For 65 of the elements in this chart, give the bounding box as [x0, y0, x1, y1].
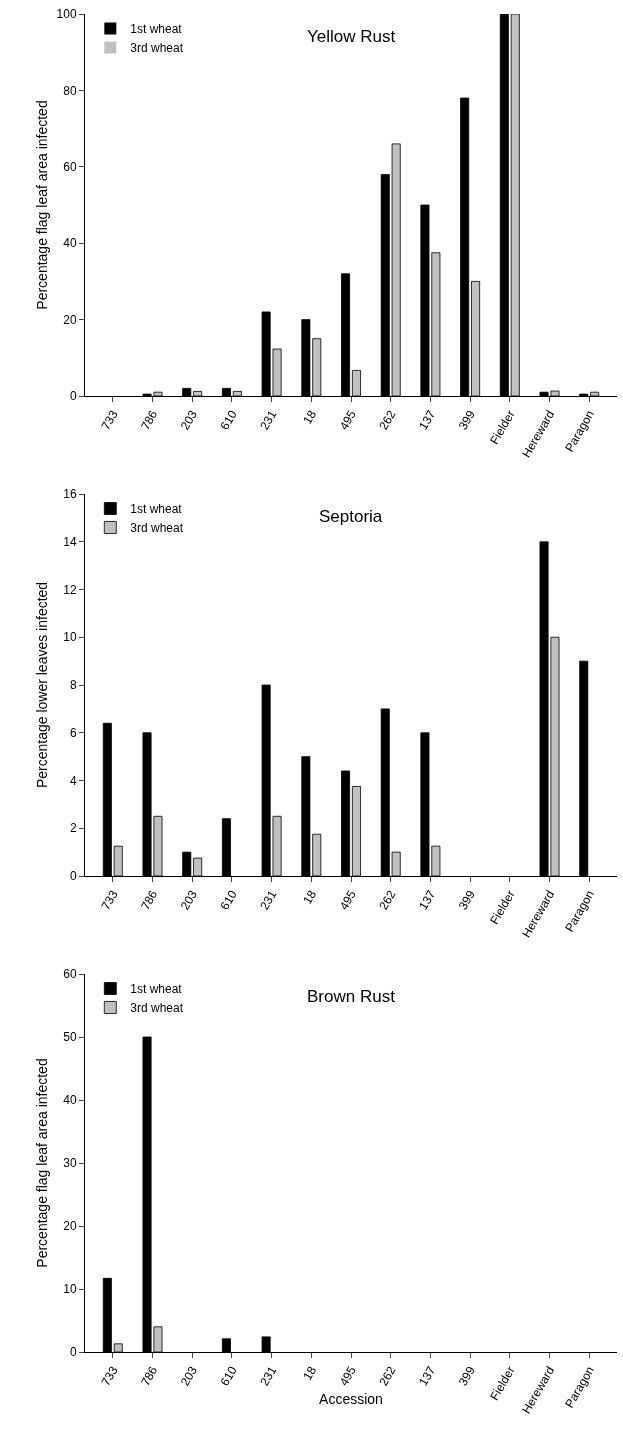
legend-label: 1st wheat: [130, 982, 183, 997]
text: Septoria: [319, 507, 383, 526]
legend-label: 3rd wheat: [130, 521, 184, 536]
x-tick-label: 495: [336, 887, 359, 913]
x-tick-label: 203: [177, 407, 201, 433]
x-tick-label: 262: [376, 407, 399, 433]
y-tick-label: 10: [63, 1282, 77, 1297]
y-tick-label: 50: [63, 1030, 77, 1045]
y-tick-label: 14: [63, 534, 77, 549]
y-tick-label: 10: [63, 630, 77, 645]
x-tick-label: 786: [138, 407, 161, 433]
y-tick-label: 20: [63, 1219, 77, 1234]
y-tick-label: 0: [69, 869, 77, 884]
legend-label: 3rd wheat: [130, 41, 184, 56]
x-tick-label: 137: [416, 1363, 439, 1389]
x-tick-label: 610: [217, 1363, 240, 1389]
y-tick-label: 40: [63, 1093, 77, 1108]
y-tick-label: 60: [63, 967, 77, 982]
x-tick-label: 733: [98, 1363, 121, 1389]
x-tick-label: 231: [257, 407, 280, 433]
y-tick-label: 12: [63, 582, 77, 597]
x-tick-label: 610: [217, 887, 240, 913]
x-tick-label: 399: [455, 407, 479, 433]
y-tick-label: 30: [63, 1156, 77, 1171]
x-tick-label: 786: [138, 1363, 161, 1389]
x-tick-label: 18: [300, 407, 320, 427]
x-tick-label: 262: [376, 1363, 399, 1389]
y-tick-label: 40: [63, 236, 77, 251]
x-tick-label: 610: [217, 407, 240, 433]
x-tick-label: 733: [98, 887, 121, 913]
x-axis-title: Accession: [319, 1391, 383, 1407]
x-tick-label: 18: [300, 887, 320, 907]
x-tick-label: 137: [416, 407, 439, 433]
y-axis-title: Percentage flag leaf area infected: [34, 1058, 50, 1268]
y-tick-label: 60: [63, 160, 77, 174]
y-axis-title: Percentage flag leaf area infected: [34, 100, 50, 310]
y-axis-title: Percentage lower leaves infected: [34, 581, 50, 789]
y-tick-label: 6: [69, 725, 77, 740]
x-tick-label: 262: [376, 887, 399, 913]
x-tick-label: 137: [416, 887, 439, 913]
y-tick-label: 80: [63, 83, 77, 98]
x-tick-label: 786: [138, 887, 161, 913]
x-tick-label: 399: [455, 1363, 479, 1389]
y-tick-label: 100: [56, 7, 77, 22]
text: Yellow Rust: [307, 27, 396, 46]
y-tick-label: 20: [63, 312, 77, 327]
y-tick-label: 2: [69, 821, 77, 836]
x-tick-label: 203: [177, 887, 201, 913]
legend-label: 1st wheat: [130, 22, 183, 37]
x-tick-label: 18: [300, 1363, 320, 1383]
y-tick-label: 0: [69, 389, 77, 404]
x-tick-label: 399: [455, 887, 479, 913]
x-tick-label: 495: [336, 407, 359, 433]
legend-label: 1st wheat: [130, 502, 183, 517]
y-tick-label: 0: [69, 1345, 77, 1360]
x-tick-label: 203: [177, 1363, 201, 1389]
legend-label: 3rd wheat: [130, 1001, 184, 1016]
x-tick-label: 733: [98, 407, 121, 433]
x-tick-label: 231: [257, 1363, 280, 1389]
y-tick-label: 16: [63, 487, 77, 502]
x-tick-label: 231: [257, 887, 280, 913]
text: Brown Rust: [307, 987, 396, 1006]
y-tick-label: 8: [69, 678, 77, 693]
x-tick-label: 495: [336, 1363, 359, 1389]
y-tick-label: 4: [69, 773, 77, 788]
